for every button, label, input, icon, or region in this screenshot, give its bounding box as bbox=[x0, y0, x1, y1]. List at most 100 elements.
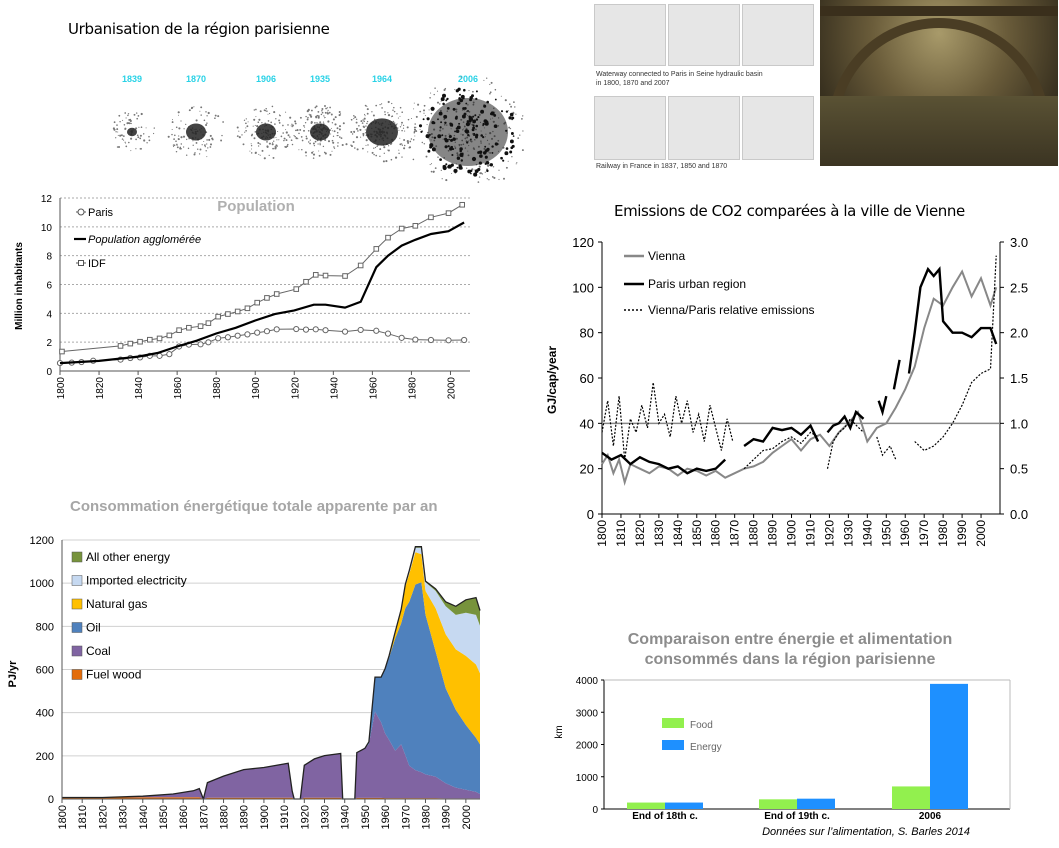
emissions-series-relative bbox=[743, 431, 819, 470]
urbanisation-year-label: 1870 bbox=[186, 74, 206, 84]
comparison-bar-food bbox=[759, 799, 797, 809]
population-point-paris bbox=[166, 351, 173, 358]
population-point-idf bbox=[312, 272, 319, 278]
waterway-map-1800 bbox=[594, 4, 666, 66]
emissions-y-tick: 60 bbox=[580, 371, 594, 386]
legend-swatch-consumption bbox=[71, 645, 83, 657]
population-series-agglomeree bbox=[59, 221, 465, 365]
comparison-category-label: End of 19th c. bbox=[764, 811, 830, 822]
emissions-chart: GJ/cap/year 0 20 40 60 80 100 120 0.0 0.5 1.0 1.5 2… bbox=[545, 235, 1028, 547]
emissions-series-relative bbox=[914, 255, 997, 452]
urbanisation-map bbox=[350, 100, 418, 163]
consumption-area-oil bbox=[62, 582, 480, 799]
emissions-y-tick: 80 bbox=[580, 326, 594, 341]
maps-panel: Waterway connected to Paris in Seine hyd… bbox=[594, 4, 816, 174]
comparison-bar-energy bbox=[797, 798, 835, 809]
population-x-tick: 1820 bbox=[95, 377, 106, 400]
population-point-paris bbox=[445, 337, 452, 344]
emissions-series-paris bbox=[877, 395, 888, 417]
comparison-bar-energy bbox=[665, 802, 703, 809]
emissions-x-tick: 1810 bbox=[614, 520, 628, 547]
comparison-title: Comparaison entre énergie et alimentatio… bbox=[562, 630, 1018, 670]
legend-consumption-item: Coal bbox=[86, 644, 111, 658]
consumption-ylabel: PJ/yr bbox=[7, 660, 19, 688]
urbanisation-year-label: 1964 bbox=[372, 74, 392, 84]
consumption-title: Consommation énergétique totale apparent… bbox=[70, 498, 438, 515]
population-point-paris bbox=[273, 326, 280, 333]
emissions-y-tick: 100 bbox=[572, 280, 594, 295]
bridge-painting bbox=[820, 0, 1058, 166]
legend-swatch-consumption bbox=[71, 551, 83, 563]
population-point-idf bbox=[357, 262, 364, 269]
population-y-tick: 2 bbox=[46, 338, 52, 349]
population-y-tick: 4 bbox=[46, 309, 52, 320]
waterway-map-2007 bbox=[742, 4, 814, 66]
emissions-series-relative bbox=[826, 417, 864, 469]
emissions-y-tick: 0 bbox=[587, 507, 594, 522]
emissions-series-paris bbox=[826, 409, 865, 434]
emissions-ylabel: GJ/cap/year bbox=[545, 346, 559, 414]
consumption-x-tick: 1990 bbox=[441, 805, 453, 829]
legend-swatch-food bbox=[662, 718, 684, 728]
legend-paris: Paris bbox=[88, 207, 114, 219]
emissions-series-relative bbox=[601, 382, 734, 460]
population-point-paris bbox=[215, 335, 222, 342]
emissions-series-paris bbox=[907, 266, 998, 374]
consumption-y-tick: 200 bbox=[36, 751, 54, 763]
population-title: Population bbox=[217, 198, 295, 215]
population-x-tick: 1840 bbox=[134, 377, 145, 400]
population-y-tick: 0 bbox=[46, 367, 52, 378]
consumption-y-tick: 400 bbox=[36, 708, 54, 720]
legend-consumption-item: Natural gas bbox=[86, 597, 147, 611]
emissions-series-vienna bbox=[601, 269, 998, 487]
urbanisation-map bbox=[112, 112, 155, 152]
consumption-x-tick: 1860 bbox=[178, 805, 190, 829]
comparison-category-label: End of 18th c. bbox=[632, 811, 698, 822]
consumption-x-tick: 1930 bbox=[320, 805, 332, 829]
consumption-x-tick: 1900 bbox=[259, 805, 271, 829]
waterway-caption-line2: in 1800, 1870 and 2007 bbox=[596, 80, 670, 87]
legend-swatch-energy bbox=[662, 740, 684, 750]
population-point-idf bbox=[342, 273, 348, 279]
population-point-idf bbox=[412, 223, 419, 229]
urbanisation-year-label: 2006 bbox=[458, 74, 478, 84]
comparison-bar-food bbox=[627, 802, 665, 809]
population-point-idf bbox=[293, 286, 300, 292]
waterway-caption-line1: Waterway connected to Paris in Seine hyd… bbox=[596, 71, 763, 78]
emissions-series-paris bbox=[601, 451, 727, 475]
emissions-series-paris bbox=[892, 359, 901, 390]
legend-paris-urban-region: Paris urban region bbox=[648, 277, 746, 291]
population-point-idf bbox=[244, 305, 251, 312]
population-point-paris bbox=[427, 336, 435, 344]
comparison-category-label: 2006 bbox=[919, 811, 942, 822]
population-point-paris bbox=[244, 331, 251, 338]
emissions-x-tick: 1920 bbox=[822, 520, 836, 547]
legend-consumption-item: Fuel wood bbox=[86, 668, 141, 682]
comparison-y-tick: 4000 bbox=[576, 676, 599, 687]
emissions-x-tick: 1840 bbox=[671, 520, 685, 547]
consumption-x-tick: 1870 bbox=[198, 805, 210, 829]
legend-population-agglomeree: Population agglomérée bbox=[88, 234, 201, 246]
emissions-x-tick: 1970 bbox=[917, 520, 931, 547]
population-point-idf bbox=[225, 311, 231, 317]
population-point-idf bbox=[273, 291, 280, 297]
consumption-y-tick: 1000 bbox=[30, 578, 54, 590]
consumption-x-tick: 1890 bbox=[239, 805, 251, 829]
population-point-paris bbox=[293, 325, 300, 333]
emissions-y-tick: 40 bbox=[580, 416, 594, 431]
population-point-paris bbox=[461, 336, 468, 344]
consumption-x-tick: 1850 bbox=[158, 805, 170, 829]
population-point-idf bbox=[59, 348, 65, 355]
population-x-tick: 1900 bbox=[251, 377, 262, 400]
population-point-paris bbox=[373, 327, 380, 334]
waterway-caption: Waterway connected to Paris in Seine hyd… bbox=[596, 70, 816, 88]
population-y-tick: 12 bbox=[41, 194, 53, 205]
population-point-paris bbox=[263, 328, 271, 335]
consumption-y-tick: 800 bbox=[36, 621, 54, 633]
population-point-idf bbox=[398, 225, 405, 232]
comparison-y-tick: 3000 bbox=[576, 708, 599, 719]
urbanisation-map bbox=[167, 106, 224, 158]
waterway-map-1870 bbox=[668, 4, 740, 66]
legend-idf: IDF bbox=[88, 258, 106, 270]
population-point-idf bbox=[322, 272, 329, 279]
